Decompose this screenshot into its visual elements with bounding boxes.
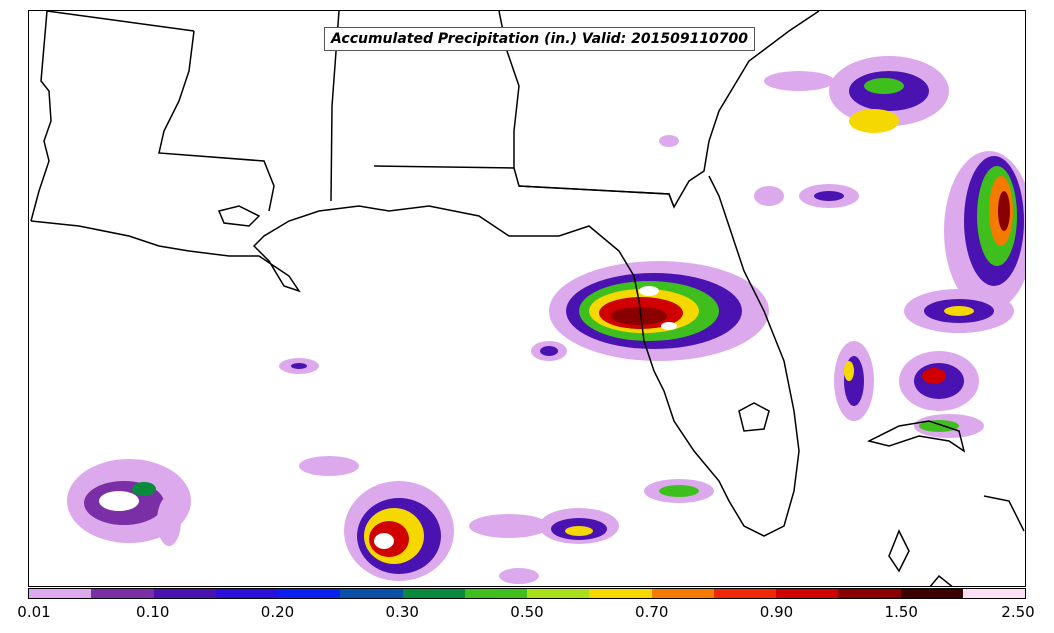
precip-swirl-gulf [67, 459, 191, 546]
precip-cluster-south [299, 456, 714, 584]
colorbar-segment [402, 589, 465, 598]
colorbar-tick-label: 0.30 [385, 603, 419, 621]
island-bahamas-east [983, 495, 1025, 532]
colorbar-segment [29, 589, 92, 598]
precipitation-field [67, 56, 1025, 584]
colorbar-segment [838, 589, 901, 598]
colorbar-segment [651, 589, 714, 598]
colorbar-segment [215, 589, 278, 598]
precip-cluster-florida [531, 261, 769, 361]
colorbar-segment [464, 589, 527, 598]
island-bahamas-south [929, 574, 953, 586]
colorbar-segment [153, 589, 216, 598]
island-cuba [866, 420, 966, 453]
coastline-gulf-florida [30, 175, 800, 537]
colorbar-segment [91, 589, 154, 598]
coastline-boundaries [30, 11, 1025, 586]
colorbar-segment [278, 589, 341, 598]
colorbar-segment [962, 589, 1025, 598]
colorbar-tick-label: 0.20 [260, 603, 295, 621]
colorbar-tick-label: 0.70 [635, 603, 669, 621]
colorbar-segment [589, 589, 652, 598]
colorbar-segment [527, 589, 590, 598]
map-canvas [30, 11, 1025, 586]
precipitation-colorbar [28, 588, 1026, 599]
island-bahamas [888, 529, 910, 573]
colorbar-tick-label: 0.10 [136, 603, 170, 621]
colorbar-segment [340, 589, 403, 598]
boundary-mississippi-river [158, 30, 275, 212]
colorbar-segment [776, 589, 839, 598]
colorbar-tick-label: 0.01 [17, 603, 51, 621]
boundary-georgia-coast [518, 11, 820, 209]
colorbar-tick-label: 0.50 [510, 603, 544, 621]
precip-atlantic [279, 56, 1025, 438]
lake-okeechobee [738, 402, 770, 432]
map-panel: Accumulated Precipitation (in.) Valid: 2… [28, 10, 1026, 587]
map-title: Accumulated Precipitation (in.) Valid: 2… [324, 27, 756, 51]
colorbar-segment [713, 589, 776, 598]
boundary-arkansas-louisiana [46, 11, 195, 32]
lake-pontchartrain [217, 205, 261, 227]
colorbar-tick-label: 2.50 [1001, 603, 1035, 621]
colorbar-segment [900, 589, 963, 598]
boundary-texas-louisiana [30, 11, 52, 222]
colorbar-tick-label: 1.50 [884, 603, 918, 621]
colorbar-tick-label: 0.90 [759, 603, 794, 621]
